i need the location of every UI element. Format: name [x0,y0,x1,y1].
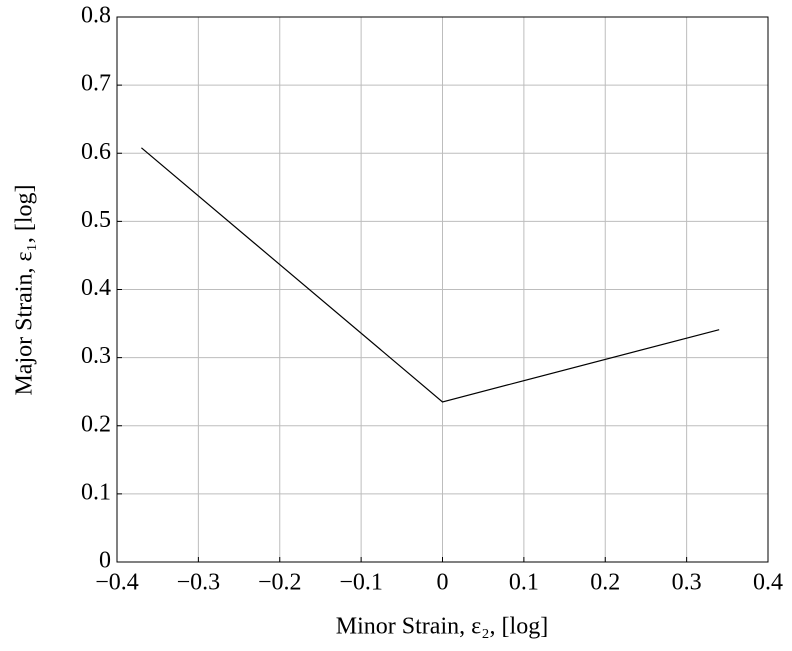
x-tick-label: 0 [437,570,449,596]
x-tick-label: 0.2 [590,570,620,596]
x-tick-label: 0.3 [672,570,702,596]
y-tick-label: 0 [99,548,111,574]
x-tick-label: 0.1 [509,570,539,596]
y-tick-label: 0.5 [81,207,111,233]
x-tick-label: 0.4 [753,570,783,596]
x-tick-label: −0.4 [95,570,139,596]
y-tick-label: 0.7 [81,71,111,97]
data-line [141,147,720,403]
x-tick-label: −0.1 [339,570,383,596]
y-tick-label: 0.3 [81,343,111,369]
y-tick-label: 0.2 [81,411,111,437]
x-tick-label: −0.2 [258,570,302,596]
x-tick-label: −0.3 [177,570,221,596]
y-tick-label: 0.8 [81,3,111,29]
y-axis-label: Major Strain, ε₁, [log] [12,184,38,395]
y-tick-label: 0.4 [81,275,111,301]
x-axis-label: Minor Strain, ε₂, [log] [336,614,548,640]
y-tick-label: 0.6 [81,139,111,165]
plot-frame [116,16,769,563]
y-tick-label: 0.1 [81,479,111,505]
